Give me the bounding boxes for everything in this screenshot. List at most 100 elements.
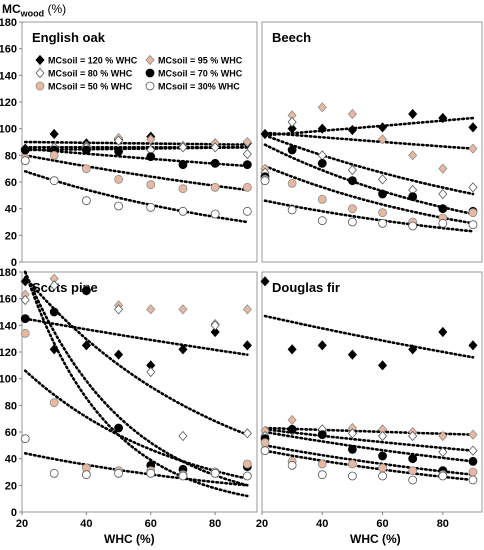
data-point-120 (81, 340, 91, 351)
data-point-120 (347, 349, 357, 360)
data-point-50 (468, 467, 478, 477)
y-tick-label: 100 (0, 124, 17, 136)
data-point-30 (317, 216, 327, 226)
data-point-70 (317, 430, 327, 440)
y-axis-title: MCwood (%) (2, 2, 66, 18)
x-tick-label: 40 (80, 518, 92, 530)
data-point-95 (468, 429, 478, 440)
data-point-30 (20, 434, 30, 444)
data-point-30 (317, 470, 327, 480)
panel-english-oak: 0 20 40 60 80 100 120 140 160 180 English oak (0, 17, 258, 269)
y-tick-label: 80 (5, 150, 17, 162)
data-point-30 (438, 471, 448, 481)
data-point-70 (178, 160, 188, 170)
panel-frame (21, 21, 258, 263)
data-point-30 (146, 468, 156, 478)
data-point-80 (242, 428, 252, 439)
data-point-95 (146, 134, 156, 145)
trend-line-80 (23, 276, 249, 436)
legend: MCsoil = 120 % WHC MCsoil = 95 % WHC MCsoi… (35, 54, 243, 92)
panel-title: Douglas fir (272, 280, 340, 295)
trend-line-120 (263, 314, 475, 359)
data-point-80 (20, 294, 30, 306)
data-point-50 (348, 204, 357, 214)
panel-title: English oak (32, 30, 106, 45)
data-point-30 (81, 470, 91, 480)
trend-line-120 (23, 317, 249, 356)
data-point-70 (20, 314, 30, 324)
legend-label-30: MCsoil = 30% WHC (158, 82, 240, 92)
data-point-30 (408, 221, 418, 231)
data-point-50 (378, 463, 387, 473)
data-point-70 (20, 145, 30, 155)
data-point-30 (468, 475, 478, 485)
data-point-50 (20, 328, 30, 338)
data-point-80 (378, 174, 388, 185)
trend-line-30 (23, 170, 249, 224)
data-point-50 (49, 150, 59, 160)
trend-line-30 (263, 449, 475, 482)
data-point-120 (438, 112, 448, 124)
data-point-120 (49, 344, 59, 355)
data-point-30 (146, 202, 156, 212)
data-point-30 (287, 205, 297, 215)
data-point-30 (260, 446, 270, 456)
trend-line-70 (23, 270, 249, 498)
legend-label-70: MCsoil = 70 % WHC (158, 69, 243, 79)
data-point-80 (438, 188, 448, 200)
data-point-80 (317, 150, 327, 161)
data-point-50 (348, 459, 357, 469)
data-point-120 (260, 276, 270, 287)
y-tick-label: 180 (0, 267, 17, 279)
y-tick-label: 20 (5, 480, 17, 492)
trend-line-120 (23, 140, 249, 146)
y-axis-title-main: MC (2, 2, 21, 16)
data-point-120 (378, 122, 388, 133)
data-point-80 (178, 142, 188, 153)
data-point-80 (49, 280, 59, 291)
data-point-70 (348, 444, 357, 454)
data-point-30 (378, 218, 387, 228)
data-point-80 (114, 304, 124, 315)
panel-title: Beech (272, 30, 311, 45)
data-point-30 (178, 471, 188, 481)
data-point-30 (468, 220, 478, 230)
trend-line-50 (263, 444, 475, 476)
legend-marker-95 (145, 54, 155, 66)
data-point-30 (49, 468, 59, 478)
data-point-50 (242, 459, 252, 469)
panel-frame (261, 271, 483, 513)
trend-line-70 (263, 430, 475, 463)
data-point-120 (378, 360, 388, 371)
data-point-120 (347, 124, 357, 136)
trend-line-50 (263, 164, 475, 225)
trend-line-95 (23, 270, 249, 487)
data-point-70 (408, 454, 418, 464)
data-point-50 (468, 208, 478, 218)
data-point-95 (242, 304, 252, 315)
trend-line-50 (23, 369, 249, 480)
y-tick-label: 180 (0, 17, 17, 29)
y-axis-title-unit: (%) (44, 2, 67, 16)
data-point-30 (242, 471, 252, 481)
y-tick-label: 140 (0, 320, 17, 332)
legend-label-50: MCsoil = 50 % WHC (48, 82, 133, 92)
data-point-70 (81, 145, 91, 155)
data-point-95 (178, 304, 188, 315)
panel-beech: Beech (260, 21, 483, 263)
data-point-95 (146, 304, 156, 315)
data-point-70 (378, 189, 387, 199)
data-point-120 (468, 122, 478, 133)
data-point-80 (287, 116, 297, 128)
data-point-30 (81, 196, 91, 206)
data-point-80 (178, 430, 188, 442)
panel-douglas-fir: 20 40 60 80 Douglas fir (256, 271, 483, 530)
x-tick-label: 80 (209, 518, 221, 530)
data-point-30 (348, 217, 357, 227)
data-point-95 (347, 108, 357, 120)
y-tick-label: 20 (5, 230, 17, 242)
data-point-120 (317, 123, 327, 134)
y-tick-label: 80 (5, 400, 17, 412)
trend-line-70 (23, 147, 249, 168)
